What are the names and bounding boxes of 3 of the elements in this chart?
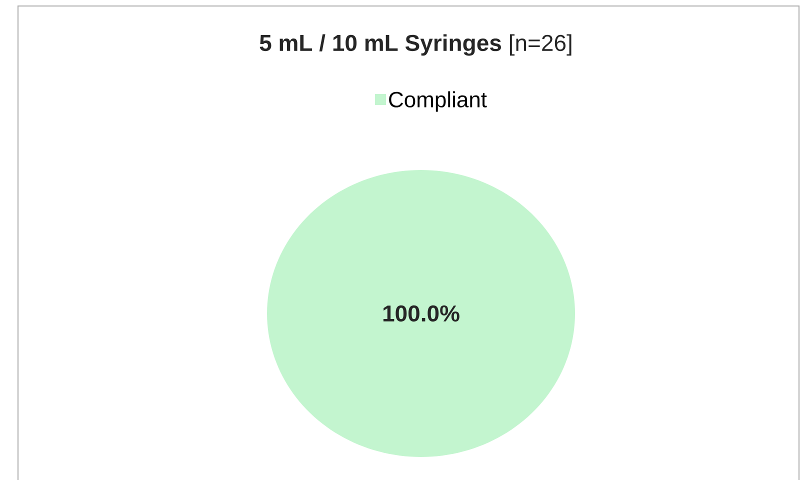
chart-title: 5 mL / 10 mL Syringes [n=26]: [260, 34, 572, 56]
legend-label: Compliant: [389, 91, 487, 112]
data-label: 100.0%: [383, 305, 460, 322]
